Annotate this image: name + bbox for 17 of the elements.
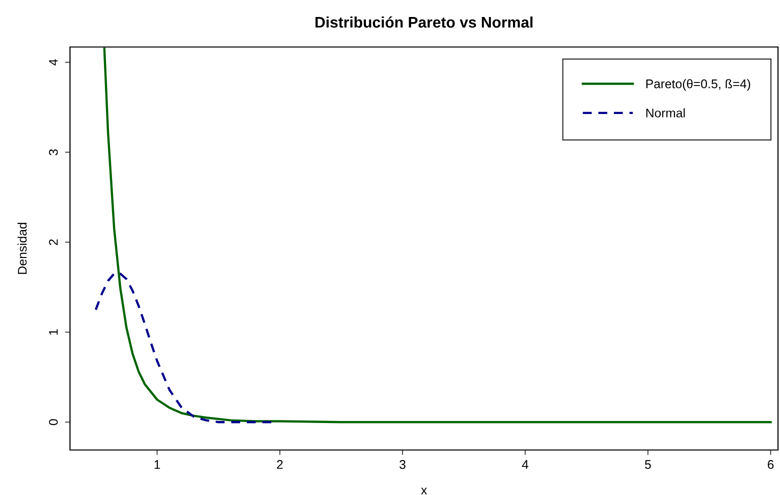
x-tick-label: 3 <box>400 460 406 469</box>
x-tick-label: 5 <box>644 460 651 469</box>
x-axis-title: x <box>421 488 427 494</box>
y-tick-label: 2 <box>48 239 58 246</box>
chart-title: Distribución Pareto vs Normal <box>316 16 532 28</box>
y-tick-label: 0 <box>48 419 58 426</box>
y-tick-label: 3 <box>48 149 58 156</box>
y-axis-title: Densidad <box>18 222 27 274</box>
y-tick-label: 4 <box>49 59 58 66</box>
legend-label: Normal <box>646 108 685 118</box>
y-tick-label: 1 <box>49 329 58 335</box>
legend-label: Pareto(θ=0.5, ß=4) <box>646 79 750 91</box>
x-tick-label: 2 <box>276 460 283 469</box>
x-tick-label: 1 <box>154 460 160 469</box>
line-series <box>103 48 772 424</box>
x-tick-label: 4 <box>522 460 528 469</box>
x-tick-label: 6 <box>768 460 774 469</box>
